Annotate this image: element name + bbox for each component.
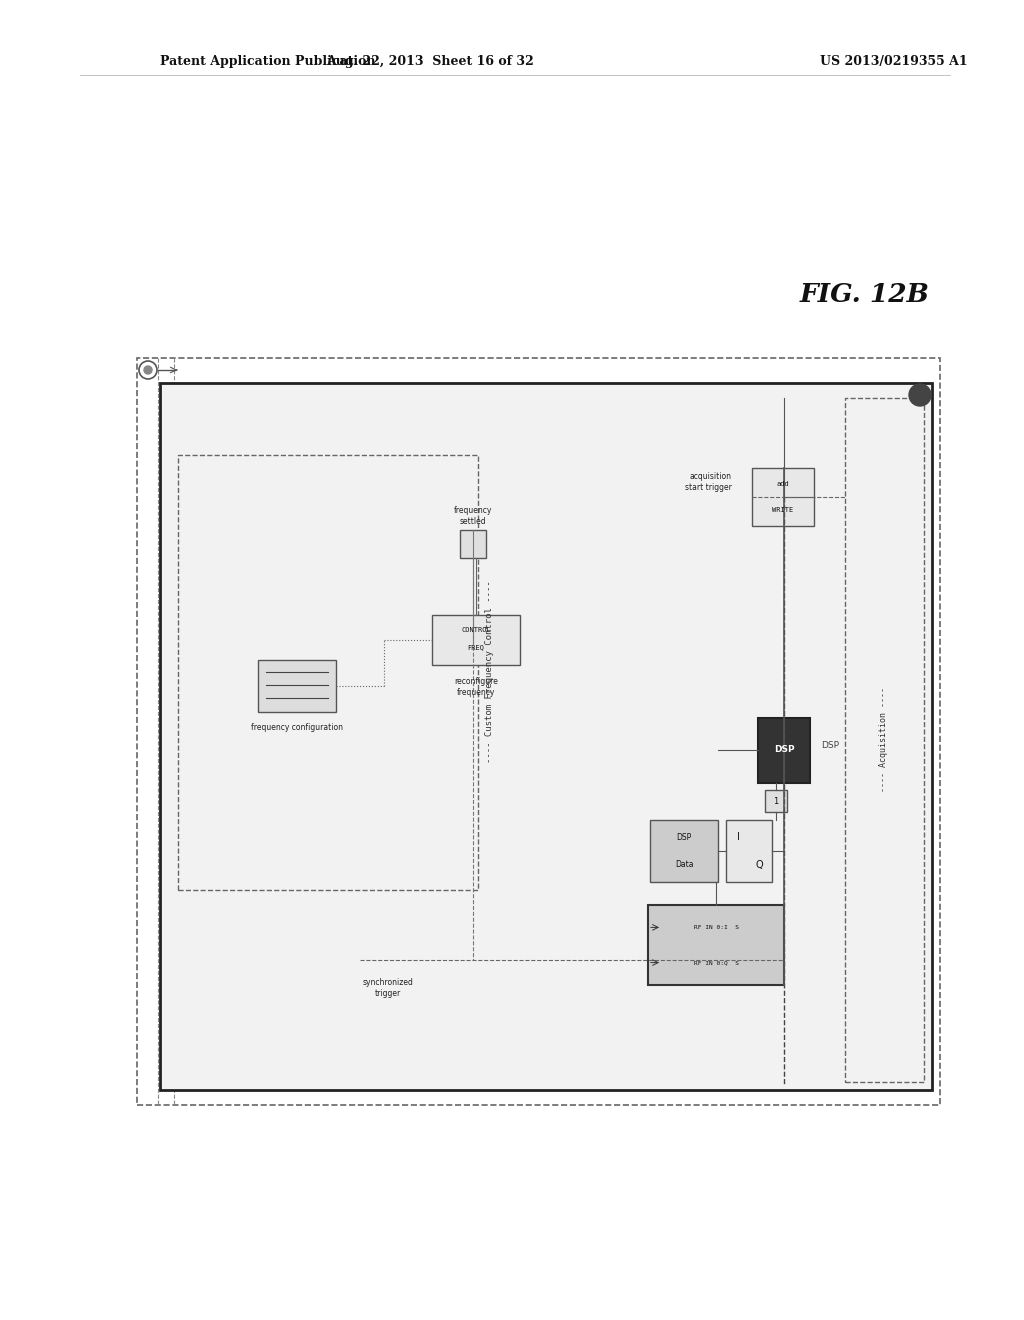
Text: RF IN 0:I  S: RF IN 0:I S [693,925,738,929]
Text: FIG. 12B: FIG. 12B [800,282,930,308]
Bar [160,383,932,1090]
Bar [765,789,787,812]
Text: add: add [776,482,790,487]
Text: Q: Q [756,859,763,870]
Text: WRITE: WRITE [772,507,794,512]
Bar [726,820,772,882]
Circle shape [909,384,931,407]
Text: DSP: DSP [677,833,691,842]
Text: Patent Application Publication: Patent Application Publication [160,55,376,69]
Text: acquisition
start trigger: acquisition start trigger [685,473,732,492]
Circle shape [144,366,152,374]
Text: 1: 1 [773,796,778,805]
Bar [432,615,520,665]
Text: frequency
settled: frequency settled [454,507,493,525]
Bar [752,469,814,525]
Bar [178,455,478,890]
Text: synchronized
trigger: synchronized trigger [362,978,414,998]
Text: Data: Data [675,861,693,869]
Text: reconfigure
frequency: reconfigure frequency [454,677,498,697]
Bar [460,531,486,558]
Bar [648,906,784,985]
Text: ---- Acquisition ----: ---- Acquisition ---- [880,688,889,792]
Text: ---- Custom Frequency Control ----: ---- Custom Frequency Control ---- [485,581,495,763]
Text: US 2013/0219355 A1: US 2013/0219355 A1 [820,55,968,69]
Text: Aug. 22, 2013  Sheet 16 of 32: Aug. 22, 2013 Sheet 16 of 32 [326,55,534,69]
Text: CONTROL: CONTROL [461,627,490,634]
Text: frequency configuration: frequency configuration [251,723,343,733]
Text: DSP: DSP [774,746,795,755]
Bar [258,660,336,711]
Bar [137,358,940,1105]
Text: DSP: DSP [821,741,839,750]
Bar [650,820,718,882]
Text: FREQ: FREQ [468,644,484,651]
Bar [845,399,924,1082]
Text: I: I [737,833,740,842]
Bar [758,718,810,783]
Text: RF IN 0:Q  S: RF IN 0:Q S [693,960,738,965]
